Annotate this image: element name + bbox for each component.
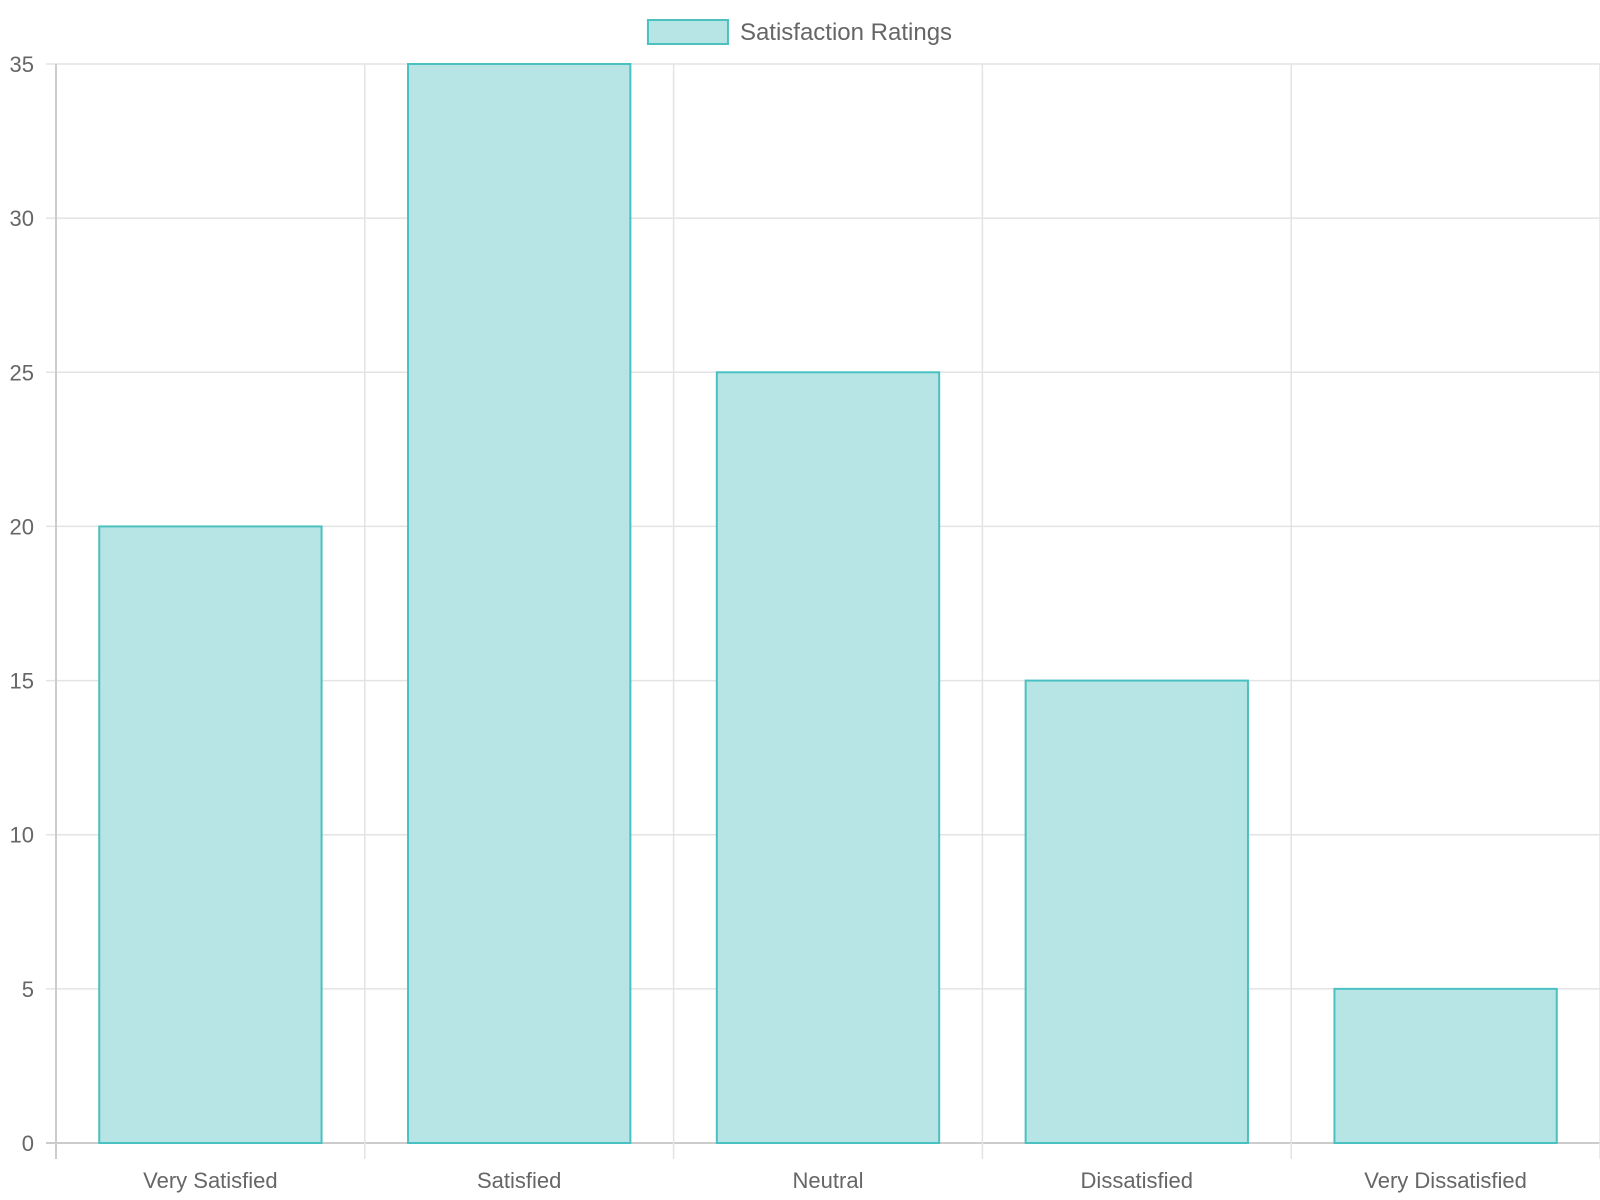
x-tick-label: Satisfied [477,1168,561,1193]
legend[interactable]: Satisfaction Ratings [646,19,952,46]
y-tick-label: 25 [10,360,34,385]
x-tick-label: Dissatisfied [1081,1168,1193,1193]
y-tick-label: 30 [10,206,34,231]
x-tick-label: Very Satisfied [143,1168,278,1193]
y-tick-label: 10 [10,823,34,848]
y-tick-label: 20 [10,514,34,539]
bar[interactable] [1333,987,1558,1144]
axes: 0 5 10 15 20 25 30 35 Very Satisfied Satisfied Neu… [10,52,1527,1193]
x-tick-label: Very Dissatisfied [1364,1168,1527,1193]
bar[interactable] [1024,679,1249,1144]
bar[interactable] [715,371,941,1144]
x-tick-label: Neutral [793,1168,864,1193]
y-tick-label: 35 [10,52,34,77]
bars [98,63,1558,1144]
y-tick-label: 0 [22,1131,34,1156]
bar[interactable] [407,63,632,1144]
y-tick-label: 5 [22,977,34,1002]
legend-swatch [646,19,729,45]
y-tick-label: 15 [10,669,34,694]
bar[interactable] [98,525,323,1144]
legend-label: Satisfaction Ratings [740,19,952,46]
